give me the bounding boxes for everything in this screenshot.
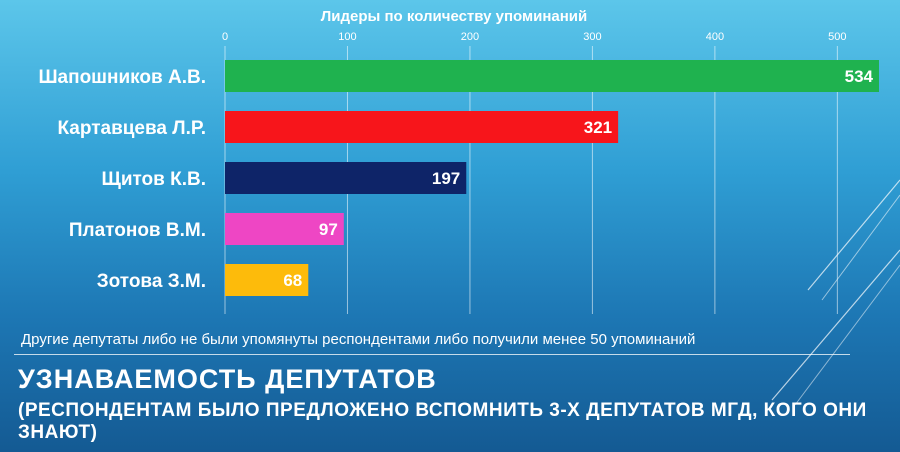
- chart-bars: Шапошников А.В. 534 Картавцева Л.Р. 321 Щито…: [38, 60, 879, 296]
- x-tick-label: 400: [706, 31, 724, 43]
- x-tick-label: 500: [828, 31, 846, 43]
- bar: [225, 264, 309, 296]
- footnote: Другие депутаты либо не были упомянуты р…: [21, 331, 696, 348]
- x-tick-label: 100: [338, 31, 356, 43]
- data-label: 321: [584, 118, 612, 137]
- category-label: Картавцева Л.Р.: [57, 118, 206, 139]
- category-label: Зотова З.М.: [97, 271, 206, 292]
- slide-subtitle: (РЕСПОНДЕНТАМ БЫЛО ПРЕДЛОЖЕНО ВСПОМНИТЬ …: [18, 400, 867, 443]
- bar: [225, 60, 879, 92]
- x-tick-label: 300: [583, 31, 601, 43]
- data-label: 68: [283, 271, 302, 290]
- x-tick-label: 0: [222, 31, 228, 43]
- divider: [14, 354, 850, 355]
- data-label: 197: [432, 169, 460, 188]
- data-label: 534: [845, 67, 874, 86]
- bar: [225, 213, 344, 245]
- category-label: Щитов К.В.: [101, 169, 206, 190]
- bar: [225, 111, 619, 143]
- x-tick-label: 200: [461, 31, 479, 43]
- category-label: Платонов В.М.: [69, 220, 206, 241]
- data-label: 97: [319, 220, 338, 239]
- slide-title: УЗНАВАЕМОСТЬ ДЕПУТАТОВ: [18, 364, 437, 394]
- bar-chart: Лидеры по количеству упоминаний 0 100 200 3…: [38, 8, 879, 296]
- chart-title: Лидеры по количеству упоминаний: [321, 8, 587, 25]
- category-label: Шапошников А.В.: [38, 67, 206, 88]
- bar: [225, 162, 467, 194]
